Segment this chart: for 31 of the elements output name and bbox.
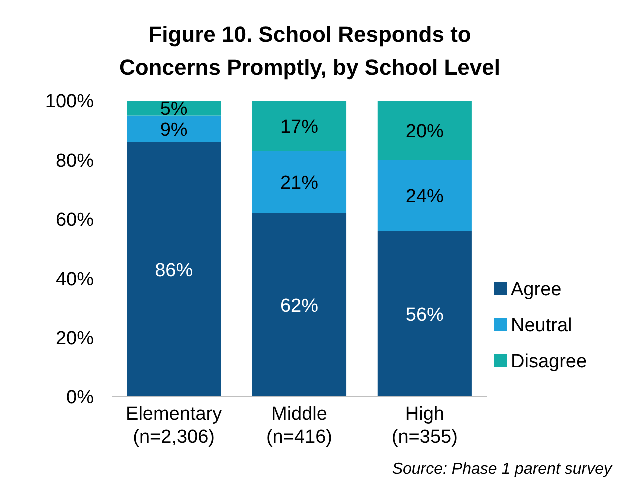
source-note: Source: Phase 1 parent survey	[392, 461, 613, 478]
data-label: 9%	[160, 120, 188, 141]
bar	[252, 101, 347, 152]
legend-label: Disagree	[511, 352, 588, 373]
legend-label: Neutral	[511, 316, 572, 337]
bar	[127, 116, 222, 142]
y-tick-label: 100%	[45, 92, 94, 113]
chart-title: Figure 10. School Responds to Concerns Promptly, by School Level	[119, 22, 501, 80]
bar	[127, 142, 222, 397]
y-tick-label: 80%	[56, 150, 94, 172]
x-tick-label: Middle (n=416)	[266, 404, 333, 448]
x-tick-label: High (n=355)	[392, 404, 458, 448]
data-label: 5%	[160, 99, 188, 120]
bar	[378, 160, 472, 232]
bar	[378, 101, 472, 160]
y-tick-label: 0%	[66, 388, 94, 409]
data-label: 17%	[280, 116, 319, 138]
y-tick-label: 60%	[56, 210, 94, 232]
bar	[252, 151, 347, 214]
y-tick-label: 20%	[56, 328, 94, 350]
data-label: 62%	[280, 296, 319, 317]
bar	[378, 231, 472, 397]
bar	[252, 213, 347, 397]
data-label: 24%	[406, 186, 444, 208]
x-tick-label: Elementary (n=2,306)	[126, 404, 223, 448]
data-label: 86%	[155, 260, 194, 282]
legend-label: Agree	[511, 280, 562, 301]
data-label: 21%	[280, 173, 319, 194]
data-label: 56%	[406, 304, 444, 326]
y-tick-label: 40%	[56, 269, 94, 290]
data-label: 20%	[406, 121, 444, 142]
